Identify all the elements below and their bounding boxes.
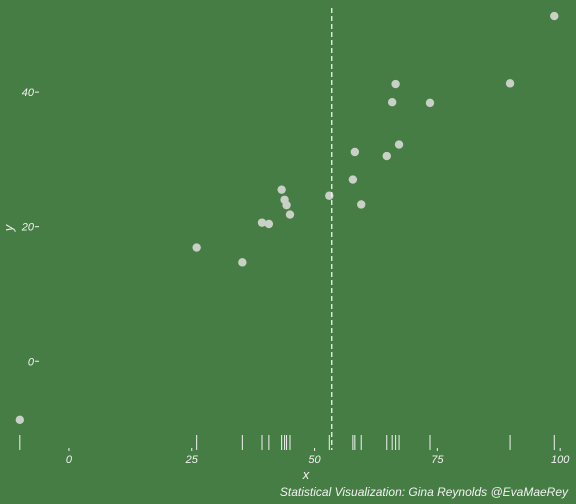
data-point [425,98,435,108]
data-point [357,200,366,209]
y-axis-title: y [1,223,16,232]
data-point [550,11,559,21]
x-tick-label: 0 [66,454,73,466]
points-layer [15,11,559,424]
data-point [15,415,25,424]
x-tick-label: 25 [185,454,199,466]
chart-caption: Statistical Visualization: Gina Reynolds… [280,485,569,499]
data-point [382,151,391,161]
data-point [505,79,515,88]
y-axis-ticks: 0 20 40 [21,87,39,368]
data-point [238,258,247,267]
y-tick-label: 20 [21,222,35,234]
x-axis-ticks: 0 25 50 75 100 [66,448,570,466]
x-rug [19,435,555,450]
data-point [391,79,400,89]
data-point [387,98,397,107]
data-point [285,210,295,219]
x-axis-title: x [302,467,310,482]
data-point [264,219,274,229]
data-point [348,175,358,184]
data-point [394,140,404,149]
y-tick-label: 0 [28,356,35,368]
y-tick-label: 40 [22,87,35,99]
data-point [282,200,291,210]
data-point [277,185,286,194]
data-point [257,218,267,227]
data-point [192,243,201,252]
x-tick-label: 50 [308,454,321,466]
data-point [350,147,360,157]
x-tick-label: 100 [551,454,570,466]
x-tick-label: 75 [431,454,444,466]
